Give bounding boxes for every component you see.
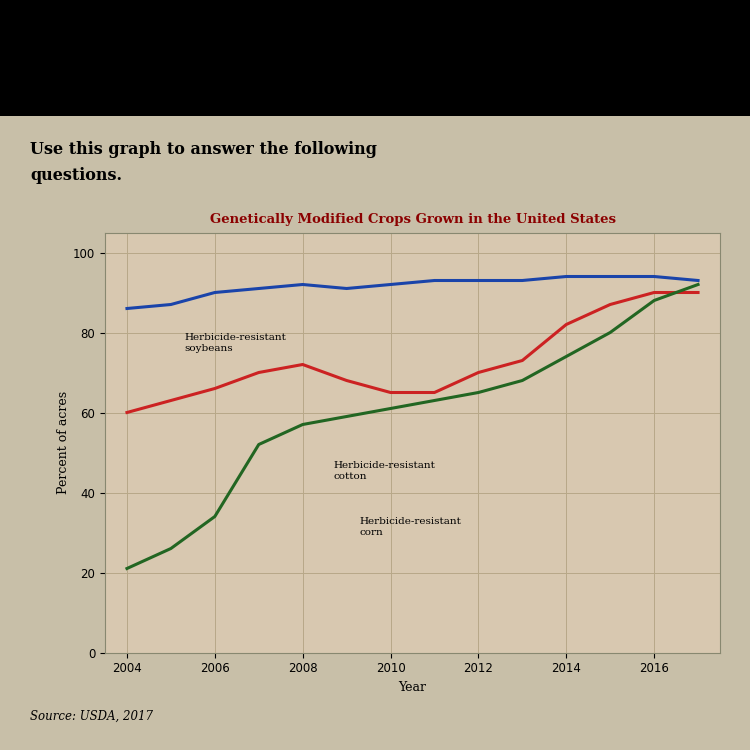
- Text: Source: USDA, 2017: Source: USDA, 2017: [30, 710, 153, 723]
- Text: Herbicide-resistant
cotton: Herbicide-resistant cotton: [334, 460, 435, 481]
- Text: questions.: questions.: [30, 167, 122, 184]
- Title: Genetically Modified Crops Grown in the United States: Genetically Modified Crops Grown in the …: [209, 213, 616, 226]
- Y-axis label: Percent of acres: Percent of acres: [57, 391, 70, 494]
- X-axis label: Year: Year: [398, 681, 427, 694]
- Text: Use this graph to answer the following: Use this graph to answer the following: [30, 141, 377, 158]
- Text: Herbicide-resistant
soybeans: Herbicide-resistant soybeans: [184, 332, 286, 352]
- Text: Herbicide-resistant
corn: Herbicide-resistant corn: [360, 517, 462, 536]
